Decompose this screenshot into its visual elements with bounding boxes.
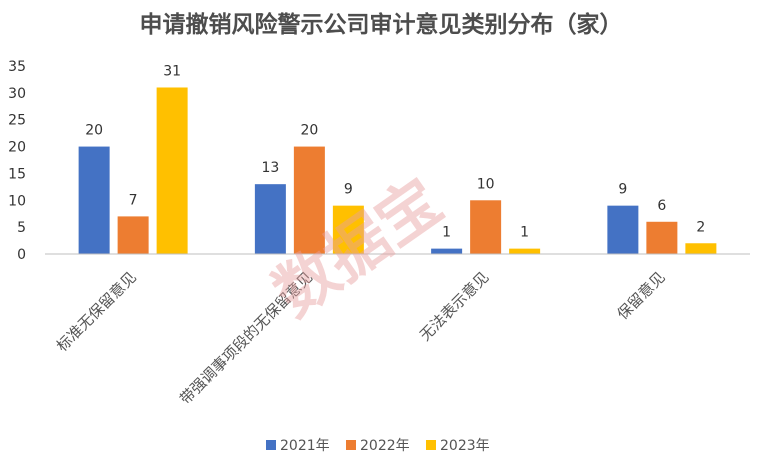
y-tick-label: 25 (8, 113, 26, 129)
legend-label: 2021年 (280, 438, 330, 454)
bar (156, 87, 188, 254)
y-tick-label: 20 (8, 140, 26, 156)
legend-label: 2022年 (360, 438, 410, 454)
data-label: 1 (520, 225, 529, 241)
bar (685, 243, 717, 254)
data-label: 20 (85, 123, 103, 139)
y-tick-label: 35 (8, 59, 26, 75)
data-label: 1 (442, 225, 451, 241)
bar (293, 146, 325, 254)
bar (78, 146, 110, 254)
y-tick-label: 0 (17, 247, 26, 263)
bars (78, 87, 717, 254)
y-tick-label: 30 (8, 86, 26, 102)
bar (607, 205, 639, 254)
y-axis: 0 5 10 15 20 25 30 35 (8, 59, 26, 263)
y-tick-label: 5 (17, 220, 26, 236)
data-label: 20 (300, 123, 318, 139)
y-tick-label: 15 (8, 166, 26, 182)
watermark: 数据宝 (261, 164, 455, 330)
bar (470, 200, 502, 254)
y-tick-label: 10 (8, 193, 26, 209)
category-label: 无法表示意见 (416, 268, 492, 344)
legend-swatch (266, 440, 276, 450)
data-label: 9 (344, 182, 353, 198)
data-label: 13 (261, 160, 279, 176)
data-label: 10 (477, 176, 495, 192)
bar (646, 221, 678, 254)
bar (509, 248, 541, 254)
data-label: 7 (129, 192, 138, 208)
bar (117, 216, 149, 254)
bar (254, 184, 286, 254)
data-label: 6 (657, 198, 666, 214)
bar (332, 205, 364, 254)
chart-title: 申请撤销风险警示公司审计意见类别分布（家） (140, 11, 623, 38)
bar (431, 248, 463, 254)
data-label: 31 (163, 63, 181, 79)
legend-label: 2023年 (440, 438, 490, 454)
data-label: 2 (696, 219, 705, 235)
legend-swatch (346, 440, 356, 450)
legend-swatch (426, 440, 436, 450)
data-label: 9 (618, 182, 627, 198)
category-label: 保留意见 (614, 268, 669, 323)
category-label: 标准无保留意见 (53, 268, 140, 355)
legend: 2021年 2022年 2023年 (266, 438, 490, 454)
